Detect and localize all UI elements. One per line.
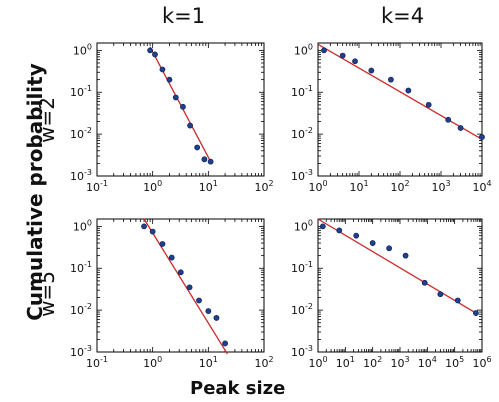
y-tick-label: 10-1 [291, 84, 313, 99]
data-point [172, 94, 179, 101]
data-point [159, 241, 166, 247]
data-point [177, 269, 184, 276]
x-tick-label: 105 [445, 355, 464, 370]
x-tick-label: 104 [472, 179, 491, 194]
x-tick-label: 102 [254, 179, 273, 194]
data-point [213, 315, 220, 321]
y-tick-label: 10-3 [291, 168, 313, 183]
data-point [445, 116, 452, 123]
data-point [196, 297, 202, 304]
data-point [386, 245, 393, 252]
data-point [454, 297, 461, 304]
y-tick-label: 10-2 [291, 126, 313, 141]
x-tick-label: 102 [254, 355, 273, 370]
column-title-k4: k=4 [381, 4, 425, 28]
panel-k1-w5: 10-1 100 101 102 10-3 10-2 10-1 100 [70, 218, 274, 370]
x-tick-label: 101 [349, 179, 368, 194]
y-tick-label: 100 [294, 218, 313, 233]
column-title-k1: k=1 [162, 4, 206, 28]
plot-frame [317, 42, 483, 177]
fit-line [317, 43, 483, 140]
y-tick-label: 10-2 [70, 126, 92, 141]
data-point [186, 284, 193, 291]
data-point [369, 240, 376, 246]
data-point [205, 308, 212, 314]
y-tick-label: 10-3 [70, 344, 92, 359]
data-point [352, 58, 358, 65]
y-tick-label: 10-1 [291, 260, 313, 275]
y-tick-label: 10-2 [70, 302, 92, 317]
panel-k4-w2: 100 101 102 103 104 10-3 10-2 10-1 100 [291, 42, 492, 194]
data-point [207, 158, 214, 165]
data-point [405, 87, 412, 94]
plot-frame [96, 218, 265, 353]
data-point [336, 227, 343, 234]
panel-k4-w5: 100 101 102 103 104 105 106 10-3 10-2 10-1 100 [291, 218, 492, 370]
panel-k1-w2: 10-1 100 101 102 10-3 10-2 10-1 100 [70, 42, 274, 194]
fit-line [143, 218, 228, 355]
y-tick-label: 10-3 [291, 344, 313, 359]
x-tick-label: 104 [418, 355, 437, 370]
data-point [149, 228, 156, 235]
data-point [388, 76, 394, 83]
y-tick-label: 10-1 [70, 260, 92, 275]
data-point [180, 103, 186, 110]
data-point [339, 52, 346, 59]
data-point [421, 279, 428, 286]
x-tick-label: 10-1 [86, 355, 108, 370]
data-point [473, 310, 479, 316]
plot-frame [96, 42, 265, 177]
y-tick-label: 10-1 [70, 84, 92, 99]
x-tick-label: 10-1 [86, 179, 108, 194]
data-point [166, 76, 173, 83]
x-tick-label: 100 [143, 355, 162, 370]
data-point [141, 223, 147, 230]
data-point [479, 134, 485, 140]
fit-line [317, 218, 479, 315]
fit-line [149, 46, 212, 162]
data-point [168, 254, 175, 261]
data-point [425, 101, 432, 108]
x-tick-label: 100 [143, 179, 162, 194]
x-tick-label: 102 [390, 179, 409, 194]
x-tick-label: 100 [308, 355, 327, 370]
x-tick-label: 101 [336, 355, 355, 370]
x-tick-label: 103 [390, 355, 409, 370]
x-tick-label: 103 [431, 179, 450, 194]
data-point [321, 47, 327, 54]
data-point [437, 291, 444, 298]
y-tick-label: 100 [73, 218, 92, 233]
data-point [319, 223, 326, 230]
data-point [368, 67, 375, 74]
data-point [457, 125, 464, 131]
x-tick-label: 106 [472, 355, 491, 370]
y-tick-label: 100 [73, 42, 92, 57]
data-point [353, 232, 360, 239]
data-point [159, 66, 166, 73]
data-point [187, 122, 193, 129]
data-point [152, 51, 158, 58]
y-tick-label: 10-3 [70, 168, 92, 183]
data-point [402, 252, 409, 259]
data-point [147, 47, 154, 54]
data-point [222, 340, 228, 347]
data-point [194, 144, 201, 151]
y-tick-label: 10-2 [291, 302, 313, 317]
x-tick-label: 102 [363, 355, 382, 370]
plot-frame [317, 218, 483, 353]
data-point [201, 156, 208, 163]
x-tick-label: 101 [199, 179, 218, 194]
y-tick-label: 100 [294, 42, 313, 57]
x-tick-label: 101 [199, 355, 218, 370]
x-tick-label: 100 [308, 179, 327, 194]
x-axis-title: Peak size [190, 378, 286, 399]
